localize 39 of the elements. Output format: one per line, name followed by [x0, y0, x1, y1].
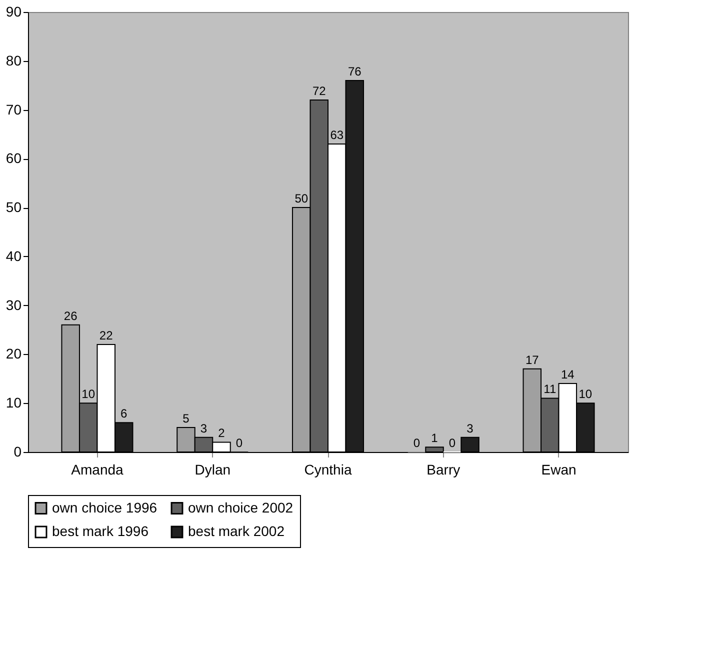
x-tick-label: Barry — [426, 462, 460, 478]
legend-label: best mark 2002 — [188, 523, 285, 539]
y-tick-label: 70 — [6, 101, 22, 118]
data-label: 17 — [525, 352, 540, 367]
data-label: 0 — [448, 436, 456, 450]
data-label: 72 — [312, 84, 326, 98]
data-label: 22 — [99, 328, 114, 342]
x-tick-label: Dylan — [194, 462, 231, 478]
data-label: 2 — [218, 426, 226, 440]
data-label: 11 — [544, 382, 556, 396]
legend-label: own choice 1996 — [52, 499, 158, 516]
data-label: 6 — [120, 406, 128, 421]
legend-label: best mark 1996 — [52, 523, 149, 539]
data-label: 50 — [294, 192, 308, 206]
data-label: 0 — [413, 436, 420, 450]
x-tick-label: Ewan — [541, 462, 576, 478]
data-label: 10 — [82, 387, 96, 402]
data-label: 76 — [348, 64, 362, 78]
y-tick-label: 80 — [6, 52, 22, 68]
data-label: 0 — [236, 436, 243, 450]
data-label: 1 — [431, 431, 438, 446]
y-tick-label: 20 — [6, 346, 22, 362]
data-label: 14 — [560, 368, 575, 382]
x-tick-label: Amanda — [71, 462, 124, 478]
y-tick-label: 90 — [6, 4, 22, 20]
data-label: 26 — [64, 308, 78, 323]
y-tick-label: 30 — [6, 296, 22, 313]
y-tick-label: 50 — [6, 199, 22, 216]
legend-label: own choice 2002 — [188, 499, 294, 516]
data-label: 3 — [200, 421, 208, 436]
x-tick-label: Cynthia — [304, 462, 352, 478]
data-label: 10 — [578, 387, 592, 402]
y-tick-label: 60 — [6, 150, 22, 166]
data-label: 3 — [466, 421, 474, 436]
y-tick-label: 40 — [6, 248, 22, 264]
data-label: 5 — [182, 412, 190, 426]
y-tick-label: 0 — [14, 444, 22, 460]
y-tick-label: 10 — [6, 394, 22, 411]
data-label: 63 — [330, 128, 344, 142]
